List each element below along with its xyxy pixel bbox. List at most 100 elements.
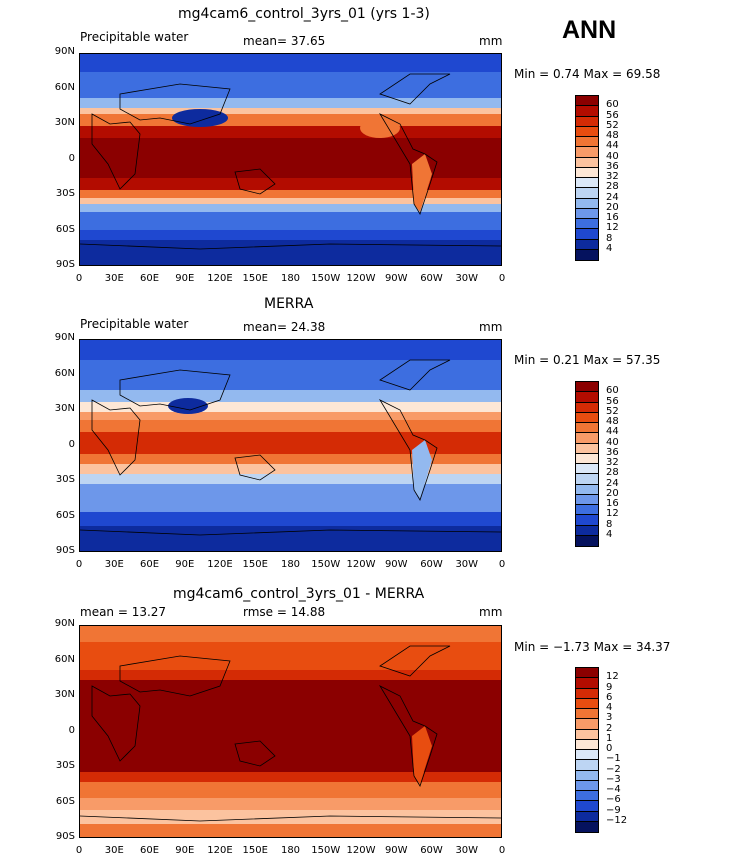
panel-3-map xyxy=(79,625,502,838)
lat-tick-label: 60S xyxy=(55,223,75,235)
panel-2-units: mm xyxy=(479,320,503,334)
lon-tick-label: 120W xyxy=(346,845,376,856)
lon-tick-label: 60E xyxy=(139,559,160,570)
colorbar-swatch xyxy=(576,474,598,485)
panel-1-title: mg4cam6_control_3yrs_01 (yrs 1-3) xyxy=(178,6,430,22)
colorbar-swatch xyxy=(576,106,598,117)
lat-tick-label: 0 xyxy=(68,438,75,450)
colorbar-swatch xyxy=(576,698,598,709)
lon-tick-label: 180 xyxy=(280,273,301,284)
colorbar-level-label: 20 xyxy=(606,201,619,213)
lat-tick-label: 60N xyxy=(54,367,75,379)
colorbar-level-label: 24 xyxy=(606,191,619,203)
colorbar-level-label: 36 xyxy=(606,446,619,458)
lat-tick-label: 90N xyxy=(54,618,75,629)
colorbar-level-label: 56 xyxy=(606,395,619,407)
colorbar-level-label: 60 xyxy=(606,385,619,397)
colorbar-swatch xyxy=(576,688,598,699)
panel-2-map xyxy=(79,339,502,552)
colorbar-swatch xyxy=(576,811,598,822)
colorbar-swatch xyxy=(576,535,598,546)
lat-tick-label: 90N xyxy=(54,332,75,343)
panel-1-map-field xyxy=(80,54,501,265)
colorbar-level-label: 28 xyxy=(606,181,619,193)
colorbar-swatch xyxy=(576,157,598,168)
lon-tick-label: 150W xyxy=(311,845,341,856)
panel-1-units: mm xyxy=(479,34,503,48)
lat-tick-label: 0 xyxy=(68,724,75,736)
panel-1-map xyxy=(79,53,502,266)
colorbar-level-label: 24 xyxy=(606,477,619,489)
colorbar-level-label: 8 xyxy=(606,232,613,244)
lon-tick-label: 30E xyxy=(104,273,124,284)
lat-tick-label: 30N xyxy=(54,689,75,700)
lat-tick-label: 30S xyxy=(55,760,75,771)
lon-tick-label: 120E xyxy=(207,273,233,284)
colorbar-swatch xyxy=(576,821,598,832)
panel-1-colorbar xyxy=(575,95,599,261)
colorbar-level-label: −2 xyxy=(606,763,621,775)
colorbar-swatch xyxy=(576,198,598,209)
colorbar-level-label: 44 xyxy=(606,426,619,438)
colorbar-swatch xyxy=(576,729,598,740)
colorbar-level-label: 12 xyxy=(606,671,619,683)
colorbar-swatch xyxy=(576,484,598,495)
panel-2-left-label: Precipitable water xyxy=(80,317,189,331)
colorbar-swatch xyxy=(576,525,598,536)
colorbar-swatch xyxy=(576,229,598,240)
colorbar-swatch xyxy=(576,116,598,127)
colorbar-swatch xyxy=(576,392,598,403)
colorbar-swatch xyxy=(576,167,598,178)
lat-tick-label: 60N xyxy=(54,653,75,665)
lon-tick-label: 90E xyxy=(175,845,195,856)
panel-3-minmax: Min = −1.73 Max = 34.37 xyxy=(514,640,671,654)
colorbar-swatch xyxy=(576,453,598,464)
panel-3-colorbar xyxy=(575,667,599,833)
colorbar-level-label: 20 xyxy=(606,487,619,499)
colorbar-swatch xyxy=(576,219,598,230)
colorbar-level-label: −12 xyxy=(606,814,628,826)
colorbar-level-label: 16 xyxy=(606,498,619,509)
lat-tick-label: 30S xyxy=(55,188,75,199)
colorbar-level-label: 44 xyxy=(606,140,619,152)
colorbar-level-label: 52 xyxy=(606,405,619,417)
colorbar-level-label: 40 xyxy=(606,150,619,162)
colorbar-swatch xyxy=(576,208,598,219)
lon-tick-label: 60E xyxy=(139,273,160,284)
panel-2-map-field xyxy=(80,340,501,551)
lon-tick-label: 30E xyxy=(104,559,124,570)
lon-tick-label: 0 xyxy=(75,845,83,856)
lon-tick-label: 30E xyxy=(104,845,124,856)
lon-tick-label: 150E xyxy=(242,845,268,856)
colorbar-swatch xyxy=(576,464,598,475)
colorbar-level-label: 16 xyxy=(606,212,619,223)
colorbar-swatch xyxy=(576,709,598,720)
colorbar-level-label: 60 xyxy=(606,99,619,111)
colorbar-swatch xyxy=(576,443,598,454)
lon-tick-label: 0 xyxy=(498,273,506,284)
lon-tick-label: 150W xyxy=(311,273,341,284)
colorbar-level-label: 36 xyxy=(606,160,619,172)
colorbar-swatch xyxy=(576,494,598,505)
lon-tick-label: 30W xyxy=(455,273,479,284)
colorbar-swatch xyxy=(576,750,598,761)
lon-tick-label: 120E xyxy=(207,559,233,570)
colorbar-swatch xyxy=(576,739,598,750)
colorbar-level-label: 40 xyxy=(606,436,619,448)
lon-tick-label: 180 xyxy=(280,845,301,856)
colorbar-level-label: 2 xyxy=(606,722,613,734)
colorbar-swatch xyxy=(576,126,598,137)
lat-tick-label: 30N xyxy=(54,403,75,414)
panel-3-map-field xyxy=(80,626,501,837)
colorbar-swatch xyxy=(576,515,598,526)
lon-tick-label: 30W xyxy=(455,559,479,570)
panel-3-units: mm xyxy=(479,605,503,619)
colorbar-level-label: 12 xyxy=(606,222,619,234)
colorbar-level-label: 9 xyxy=(606,681,613,693)
panel-3-title: mg4cam6_control_3yrs_01 - MERRA xyxy=(173,586,425,602)
lon-tick-label: 0 xyxy=(75,273,83,284)
colorbar-level-label: 32 xyxy=(606,171,619,182)
colorbar-level-label: 1 xyxy=(606,732,613,744)
lon-tick-label: 90W xyxy=(384,845,408,856)
lon-tick-label: 150E xyxy=(242,559,268,570)
